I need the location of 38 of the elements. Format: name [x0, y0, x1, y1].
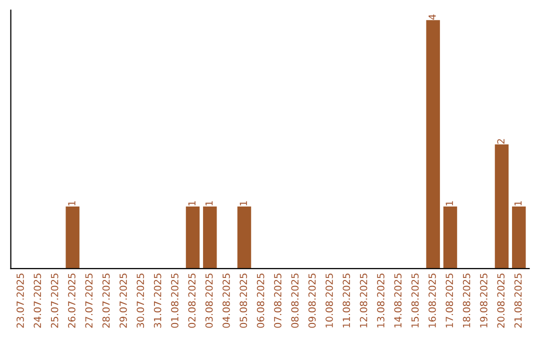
x-tick-label: 31.07.2025 [154, 274, 162, 328]
x-tick-label: 19.08.2025 [480, 274, 488, 328]
x-tick-label: 06.08.2025 [256, 274, 264, 328]
data-label: 1 [446, 201, 453, 206]
x-tick-label: 21.08.2025 [514, 274, 522, 328]
x-tick-label: 11.08.2025 [342, 274, 350, 328]
x-tick-label: 16.08.2025 [428, 274, 436, 328]
x-tick-label: 28.07.2025 [102, 274, 110, 328]
x-tick-label: 05.08.2025 [240, 274, 248, 328]
x-tick-label: 29.07.2025 [120, 274, 127, 328]
data-label: 2 [497, 139, 504, 144]
x-tick-label: 17.08.2025 [446, 274, 454, 328]
data-label: 1 [514, 201, 522, 206]
x-tick-label: 01.08.2025 [171, 274, 178, 328]
data-label: 1 [206, 201, 213, 206]
x-tick-label: 23.07.2025 [16, 274, 24, 328]
x-tick-label: 03.08.2025 [205, 274, 213, 328]
data-label: 1 [240, 201, 247, 206]
x-tick-label: 20.08.2025 [497, 274, 505, 328]
x-tick-label: 02.08.2025 [188, 274, 196, 328]
x-tick-label: 10.08.2025 [326, 274, 333, 328]
x-tick-label: 15.08.2025 [411, 274, 419, 328]
x-tick-label: 24.07.2025 [34, 274, 42, 328]
x-tick-label: 04.08.2025 [222, 274, 230, 328]
x-tick-label: 25.07.2025 [50, 274, 58, 328]
data-label: 1 [68, 201, 76, 206]
x-tick-label: 12.08.2025 [360, 274, 368, 328]
x-tick-label: 30.07.2025 [136, 274, 144, 328]
x-tick-label: 27.07.2025 [85, 274, 93, 328]
x-tick-label: 13.08.2025 [377, 274, 384, 328]
x-tick-label: 26.07.2025 [68, 274, 76, 328]
data-label: 1 [188, 201, 196, 206]
data-label: 4 [428, 14, 436, 20]
x-tick-label: 09.08.2025 [308, 274, 316, 328]
x-tick-label: 18.08.2025 [462, 274, 470, 328]
x-tick-label: 07.08.2025 [274, 274, 282, 328]
x-tick-label: 14.08.2025 [394, 274, 402, 328]
x-tick-label: 08.08.2025 [291, 274, 299, 328]
